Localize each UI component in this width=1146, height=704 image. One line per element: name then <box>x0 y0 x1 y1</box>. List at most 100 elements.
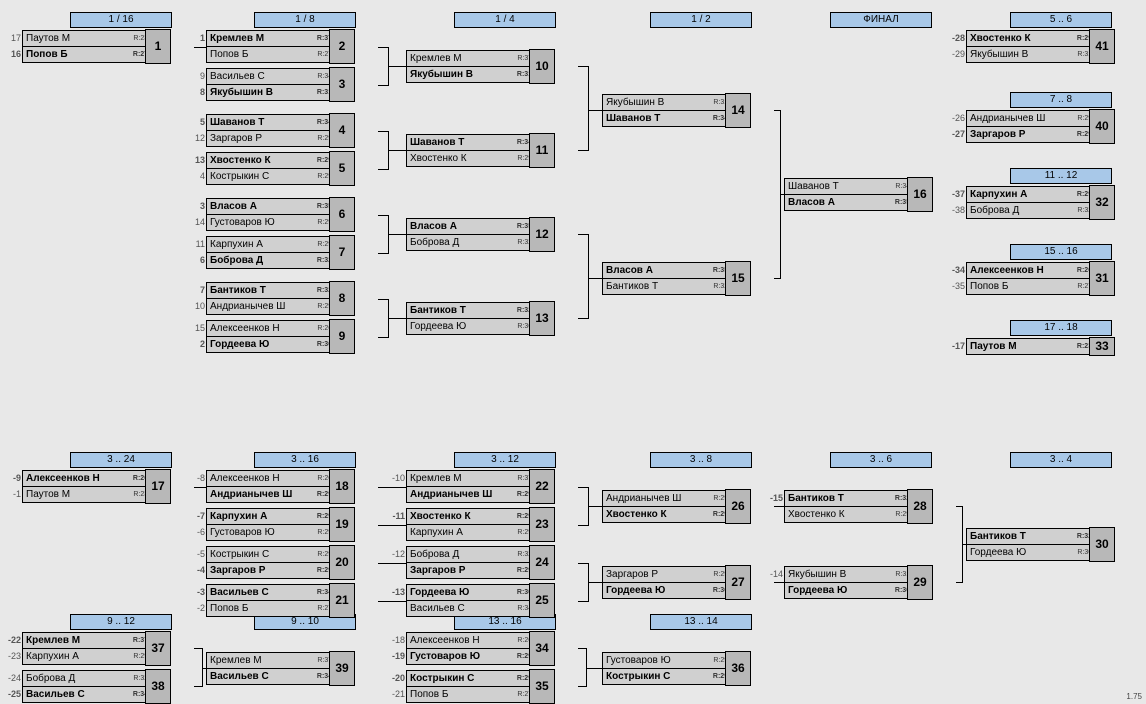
match-m34: -18Алексеенков НR:2620-19Густоваров ЮR:2… <box>406 632 578 665</box>
player-name: Андрианычев Ш <box>967 111 1068 126</box>
player-name: Заргаров Р <box>967 127 1068 142</box>
match-number: 1 <box>145 29 171 64</box>
match-m41: -28Хвостенко КR:2933-29Якубышин ВR:31814… <box>966 30 1138 63</box>
connector-line <box>578 487 588 488</box>
seed: -25 <box>7 687 21 702</box>
player-name: Кремлев М <box>407 51 508 66</box>
seed: 15 <box>191 321 205 336</box>
player-name: Андрианычев Ш <box>407 487 508 502</box>
connector-line <box>388 66 406 67</box>
connector-line <box>588 234 589 319</box>
match-m32: -37Карпухин АR:296W-38Боброва ДR:324L32 <box>966 186 1138 219</box>
seed: -13 <box>391 585 405 600</box>
match-m6: 3Власов АR:356314Густоваров ЮR:29516 <box>206 198 378 231</box>
match-number: 14 <box>725 93 751 128</box>
player-name: Карпухин А <box>207 509 308 524</box>
connector-line <box>378 563 406 564</box>
seed: -5 <box>191 547 205 562</box>
connector-line <box>202 668 206 669</box>
match-number: 9 <box>329 319 355 354</box>
player-name: Хвостенко К <box>407 151 508 166</box>
connector-line <box>378 525 406 526</box>
player-name: Кремлев М <box>407 471 508 486</box>
seed: 12 <box>191 131 205 146</box>
seed: 9 <box>191 69 205 84</box>
player-name: Боброва Д <box>207 253 308 268</box>
seed: -38 <box>951 203 965 218</box>
match-m15: Власов АR:3563Бантиков ТR:323115 <box>602 262 774 295</box>
player-name: Алексеенков Н <box>207 321 308 336</box>
round-header-c9_12: 9 .. 12 <box>70 614 172 630</box>
seed: 3 <box>191 199 205 214</box>
seed: -29 <box>951 47 965 62</box>
player-name: Алексеенков Н <box>23 471 124 486</box>
connector-line <box>578 601 588 602</box>
match-number: 32 <box>1089 185 1115 220</box>
connector-line <box>388 234 406 235</box>
match-number: 4 <box>329 113 355 148</box>
player-name: Заргаров Р <box>603 567 704 582</box>
match-m38: -24Боброва ДR:324L-25Васильев СR:349W38 <box>22 670 194 703</box>
player-name: Кремлев М <box>207 31 308 46</box>
connector-line <box>588 582 602 583</box>
seed: -17 <box>951 339 965 354</box>
version-label: 1.75 <box>1126 692 1142 701</box>
match-number: 30 <box>1089 527 1115 562</box>
seed: -23 <box>7 649 21 664</box>
connector-line <box>578 150 588 151</box>
player-name: Карпухин А <box>967 187 1068 202</box>
seed: -35 <box>951 279 965 294</box>
round-header-p17_18: 17 .. 18 <box>1010 320 1112 336</box>
round-header-p15_16: 15 .. 16 <box>1010 244 1112 260</box>
player-name: Заргаров Р <box>207 131 308 146</box>
player-name: Васильев С <box>207 585 308 600</box>
match-number: 22 <box>529 469 555 504</box>
match-number: 26 <box>725 489 751 524</box>
player-name: Карпухин А <box>23 649 124 664</box>
match-m13: Бантиков ТR:3233Гордеева ЮR:368213 <box>406 302 578 335</box>
player-name: Хвостенко К <box>407 509 508 524</box>
match-number: 12 <box>529 217 555 252</box>
match-number: 29 <box>907 565 933 600</box>
connector-line <box>378 47 388 48</box>
player-name: Паутов М <box>967 339 1068 354</box>
connector-line <box>378 601 406 602</box>
match-m25: -13Гордеева ЮR:3683Васильев СR:349025 <box>406 584 578 617</box>
match-m23: -11Хвостенко КR:2933Карпухин АR:296023 <box>406 508 578 541</box>
seed: -34 <box>951 263 965 278</box>
seed: 6 <box>191 253 205 268</box>
match-m20: -5Кострыкин СR:2992-4Заргаров РR:294320 <box>206 546 378 579</box>
match-number: 25 <box>529 583 555 618</box>
round-header-p5_6: 5 .. 6 <box>1010 12 1112 28</box>
seed: -21 <box>391 687 405 702</box>
player-name: Хвостенко К <box>603 507 704 522</box>
round-header-final: ФИНАЛ <box>830 12 932 28</box>
player-name: Васильев С <box>207 69 308 84</box>
match-number: 36 <box>725 651 751 686</box>
player-name: Васильев С <box>23 687 124 702</box>
player-name: Бантиков Т <box>407 303 508 318</box>
player-name: Гордеева Ю <box>785 583 886 598</box>
match-number: 33 <box>1089 337 1115 356</box>
round-header-c3_8: 3 .. 8 <box>650 452 752 468</box>
match-number: 31 <box>1089 261 1115 296</box>
match-number: 41 <box>1089 29 1115 64</box>
player-name: Кострыкин С <box>207 547 308 562</box>
player-name: Бантиков Т <box>967 529 1068 544</box>
round-header-p11_12: 11 .. 12 <box>1010 168 1112 184</box>
match-m28: -15Бантиков ТR:3233Хвостенко КR:293028 <box>784 490 956 523</box>
connector-line <box>578 686 586 687</box>
player-name: Заргаров Р <box>207 563 308 578</box>
match-m1: 17Паутов МR:238016Попов БR:27431 <box>22 30 194 63</box>
seed: -15 <box>769 491 783 506</box>
player-name: Якубышин В <box>967 47 1068 62</box>
player-name: Попов Б <box>207 601 308 616</box>
player-name: Карпухин А <box>207 237 308 252</box>
player-name: Шаванов Т <box>785 179 886 194</box>
match-number: 7 <box>329 235 355 270</box>
match-m4: 5Шаванов ТR:340312Заргаров РR:29424 <box>206 114 378 147</box>
player-name: Боброва Д <box>23 671 124 686</box>
connector-line <box>194 47 206 48</box>
connector-line <box>388 150 406 151</box>
player-name: Хвостенко К <box>785 507 886 522</box>
